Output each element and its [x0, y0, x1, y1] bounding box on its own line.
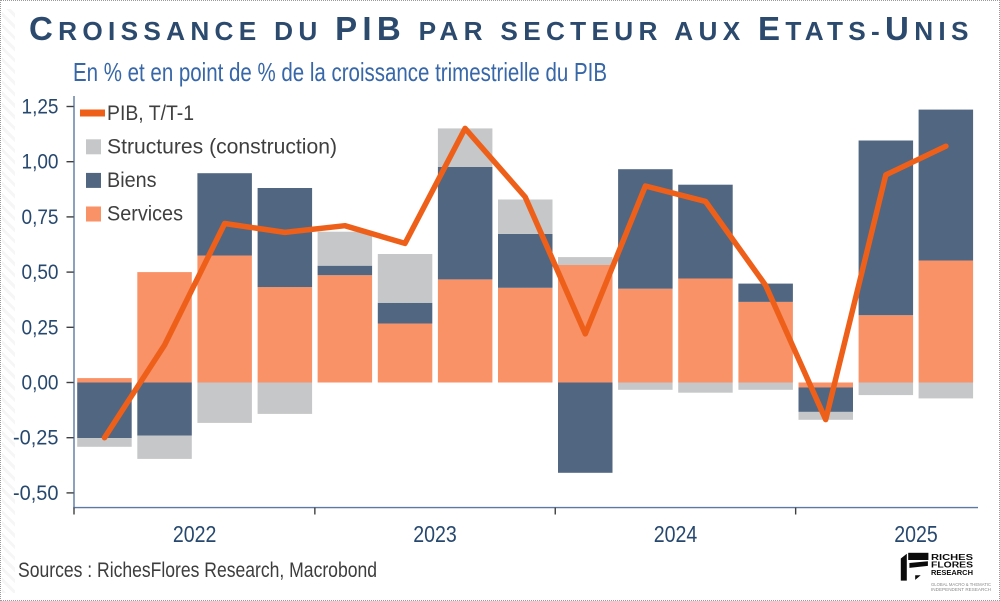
svg-text:1,00: 1,00	[22, 149, 59, 174]
svg-text:INDEPENDENT RESEARCH: INDEPENDENT RESEARCH	[931, 587, 991, 592]
svg-text:0,25: 0,25	[22, 314, 59, 339]
svg-text:2025: 2025	[894, 521, 938, 547]
svg-text:PIB, T/T-1: PIB, T/T-1	[107, 102, 194, 125]
svg-text:Structures (construction): Structures (construction)	[107, 136, 337, 159]
svg-text:0,50: 0,50	[22, 259, 59, 284]
svg-text:2023: 2023	[413, 521, 457, 547]
svg-text:0,00: 0,00	[22, 370, 59, 395]
svg-text:1,25: 1,25	[22, 94, 59, 119]
svg-text:Services: Services	[107, 203, 183, 226]
svg-text:GLOBAL MACRO & THEMATIC: GLOBAL MACRO & THEMATIC	[931, 582, 992, 587]
svg-text:RICHES: RICHES	[931, 553, 974, 562]
svg-text:0,75: 0,75	[22, 204, 59, 229]
svg-text:2022: 2022	[173, 521, 217, 547]
svg-text:-0,25: -0,25	[13, 425, 59, 450]
svg-text:En % et en point de % de la cr: En % et en point de % de la croissance t…	[73, 59, 607, 87]
svg-text:FLORES: FLORES	[931, 560, 974, 569]
svg-text:Sources : RichesFlores Researc: Sources : RichesFlores Research, Macrobo…	[18, 558, 377, 582]
svg-text:Biens: Biens	[107, 169, 157, 192]
svg-text:RESEARCH: RESEARCH	[931, 568, 973, 577]
svg-text:-0,50: -0,50	[13, 480, 59, 505]
svg-text:2024: 2024	[654, 521, 698, 547]
